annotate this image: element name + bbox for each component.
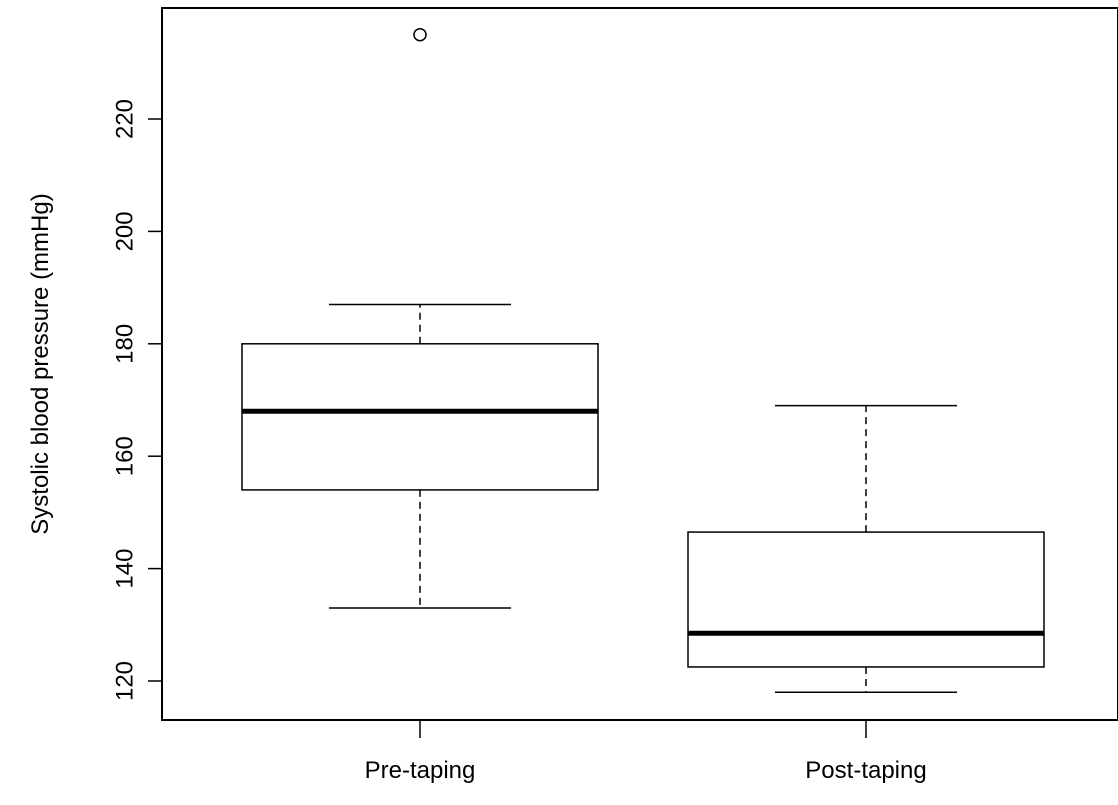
y-tick-label: 180 (111, 324, 138, 364)
box-pre-taping (241, 27, 599, 609)
box-post-taping (687, 404, 1045, 693)
y-tick-label: 140 (111, 549, 138, 589)
outlier-point (413, 27, 427, 42)
x-tick-label: Post-taping (805, 757, 926, 784)
x-tick-label: Pre-taping (365, 757, 476, 784)
box-iqr (687, 531, 1045, 668)
box-iqr (241, 343, 599, 491)
y-tick-label: 200 (111, 211, 138, 251)
y-tick-label: 120 (111, 661, 138, 701)
y-axis: 120 140 160 180 200 220 (111, 99, 163, 701)
boxes (241, 27, 1045, 693)
y-axis-label: Systolic blood pressure (mmHg) (27, 193, 54, 534)
y-tick-label: 160 (111, 436, 138, 476)
y-tick-label: 220 (111, 99, 138, 139)
x-axis: Pre-taping Post-taping (365, 720, 927, 784)
